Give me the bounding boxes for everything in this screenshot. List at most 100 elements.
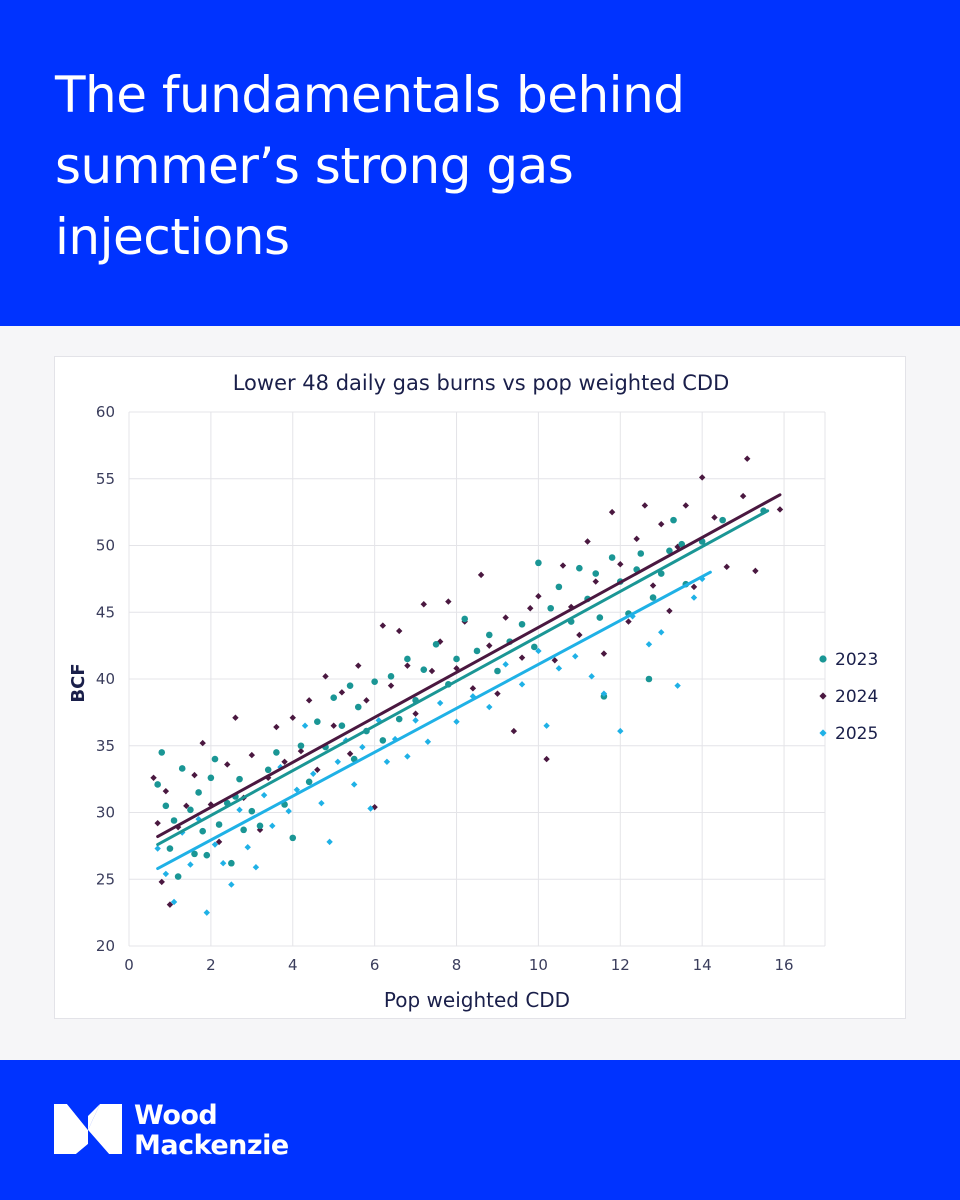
data-point-2023 — [432, 640, 440, 648]
data-point-2023 — [236, 775, 243, 783]
wood-mackenzie-logo-icon — [54, 1104, 122, 1154]
data-point-2024 — [535, 593, 542, 600]
data-point-2024 — [338, 689, 346, 696]
data-point-2023 — [248, 807, 256, 815]
data-point-2024 — [355, 662, 362, 669]
data-point-2025 — [228, 881, 235, 888]
data-point-2024 — [666, 607, 673, 615]
data-point-2025 — [629, 613, 636, 620]
data-point-2024 — [363, 697, 370, 704]
data-point-2024 — [739, 492, 747, 500]
data-point-2024 — [723, 563, 730, 571]
data-point-2023 — [453, 655, 460, 663]
data-point-2023 — [657, 570, 665, 577]
legend-label-2023: 2023 — [835, 650, 878, 670]
brand-name: Wood Mackenzie — [134, 1101, 289, 1161]
data-point-2024 — [543, 755, 550, 763]
data-point-2024 — [477, 571, 485, 579]
y-tick-label: 40 — [96, 670, 115, 688]
data-point-2025 — [301, 722, 309, 729]
data-point-2025 — [469, 693, 477, 700]
data-point-2024 — [682, 502, 689, 509]
x-tick-label: 10 — [529, 956, 548, 974]
data-point-2023 — [592, 570, 600, 577]
data-point-2023 — [228, 859, 235, 867]
data-point-2024 — [232, 714, 239, 721]
data-point-2024 — [617, 560, 624, 568]
data-point-2025 — [555, 665, 563, 672]
data-point-2025 — [252, 864, 260, 871]
data-point-2023 — [187, 806, 194, 814]
legend-marker-2023 — [819, 655, 827, 663]
data-point-2023 — [297, 742, 305, 750]
data-point-2023 — [608, 554, 616, 561]
y-tick-label: 50 — [96, 537, 115, 555]
data-point-2023 — [162, 802, 170, 810]
data-point-2023 — [305, 778, 313, 786]
y-tick-label: 20 — [96, 937, 115, 955]
x-tick-label: 6 — [370, 956, 380, 974]
data-point-2023 — [518, 620, 526, 628]
chart-title: Lower 48 daily gas burns vs pop weighted… — [233, 371, 730, 395]
y-tick-label: 60 — [96, 403, 115, 421]
data-point-2024 — [224, 761, 231, 768]
data-point-2025 — [698, 575, 706, 583]
data-point-2023 — [158, 749, 166, 756]
data-point-2024 — [744, 455, 751, 462]
data-point-2024 — [518, 654, 526, 661]
header-banner: The fundamentals behind summer’s strong … — [0, 0, 960, 326]
data-point-2023 — [649, 594, 657, 601]
data-point-2024 — [711, 514, 718, 521]
data-point-2023 — [264, 766, 272, 774]
data-point-2023 — [637, 550, 645, 557]
data-point-2024 — [166, 901, 174, 908]
data-point-2024 — [641, 502, 649, 509]
data-point-2023 — [330, 694, 338, 701]
data-point-2024 — [191, 771, 198, 779]
data-point-2024 — [600, 650, 608, 657]
data-point-2023 — [535, 559, 542, 567]
data-point-2023 — [191, 850, 198, 858]
data-point-2024 — [330, 722, 337, 729]
data-point-2025 — [154, 845, 161, 852]
data-point-2024 — [469, 685, 477, 692]
data-point-2023 — [404, 655, 411, 663]
data-point-2023 — [354, 703, 362, 711]
data-point-2025 — [293, 786, 301, 794]
data-point-2024 — [649, 582, 657, 589]
data-point-2023 — [719, 516, 726, 524]
data-point-2025 — [285, 807, 292, 815]
data-point-2024 — [502, 614, 509, 621]
data-point-2025 — [436, 699, 444, 707]
data-point-2024 — [428, 667, 436, 675]
data-point-2025 — [170, 898, 178, 906]
x-tick-label: 2 — [206, 956, 216, 974]
data-point-2024 — [396, 627, 403, 635]
data-point-2024 — [273, 723, 280, 731]
data-point-2025 — [383, 758, 391, 765]
data-point-2023 — [485, 631, 493, 639]
data-point-2024 — [633, 535, 640, 543]
footer-banner — [0, 1060, 960, 1200]
headline: The fundamentals behind summer’s strong … — [55, 66, 685, 266]
data-point-2025 — [453, 718, 460, 725]
data-point-2024 — [752, 567, 759, 575]
legend-label-2025: 2025 — [835, 724, 878, 744]
data-point-2024 — [776, 506, 784, 513]
data-point-2025 — [404, 753, 411, 760]
data-point-2024 — [412, 710, 419, 717]
data-point-2023 — [473, 647, 481, 655]
legend-label-2024: 2024 — [835, 687, 878, 707]
data-point-2024 — [154, 819, 161, 827]
data-point-2023 — [678, 540, 686, 548]
data-point-2025 — [318, 799, 325, 807]
data-point-2023 — [273, 749, 280, 756]
data-point-2025 — [260, 791, 268, 799]
y-tick-label: 30 — [96, 804, 115, 822]
data-point-2025 — [502, 661, 509, 668]
chart-legend: 2023 2024 2025 — [819, 650, 878, 744]
data-point-2023 — [346, 682, 354, 689]
data-point-2025 — [518, 681, 526, 688]
data-point-2023 — [596, 614, 604, 621]
data-point-2025 — [572, 653, 579, 660]
